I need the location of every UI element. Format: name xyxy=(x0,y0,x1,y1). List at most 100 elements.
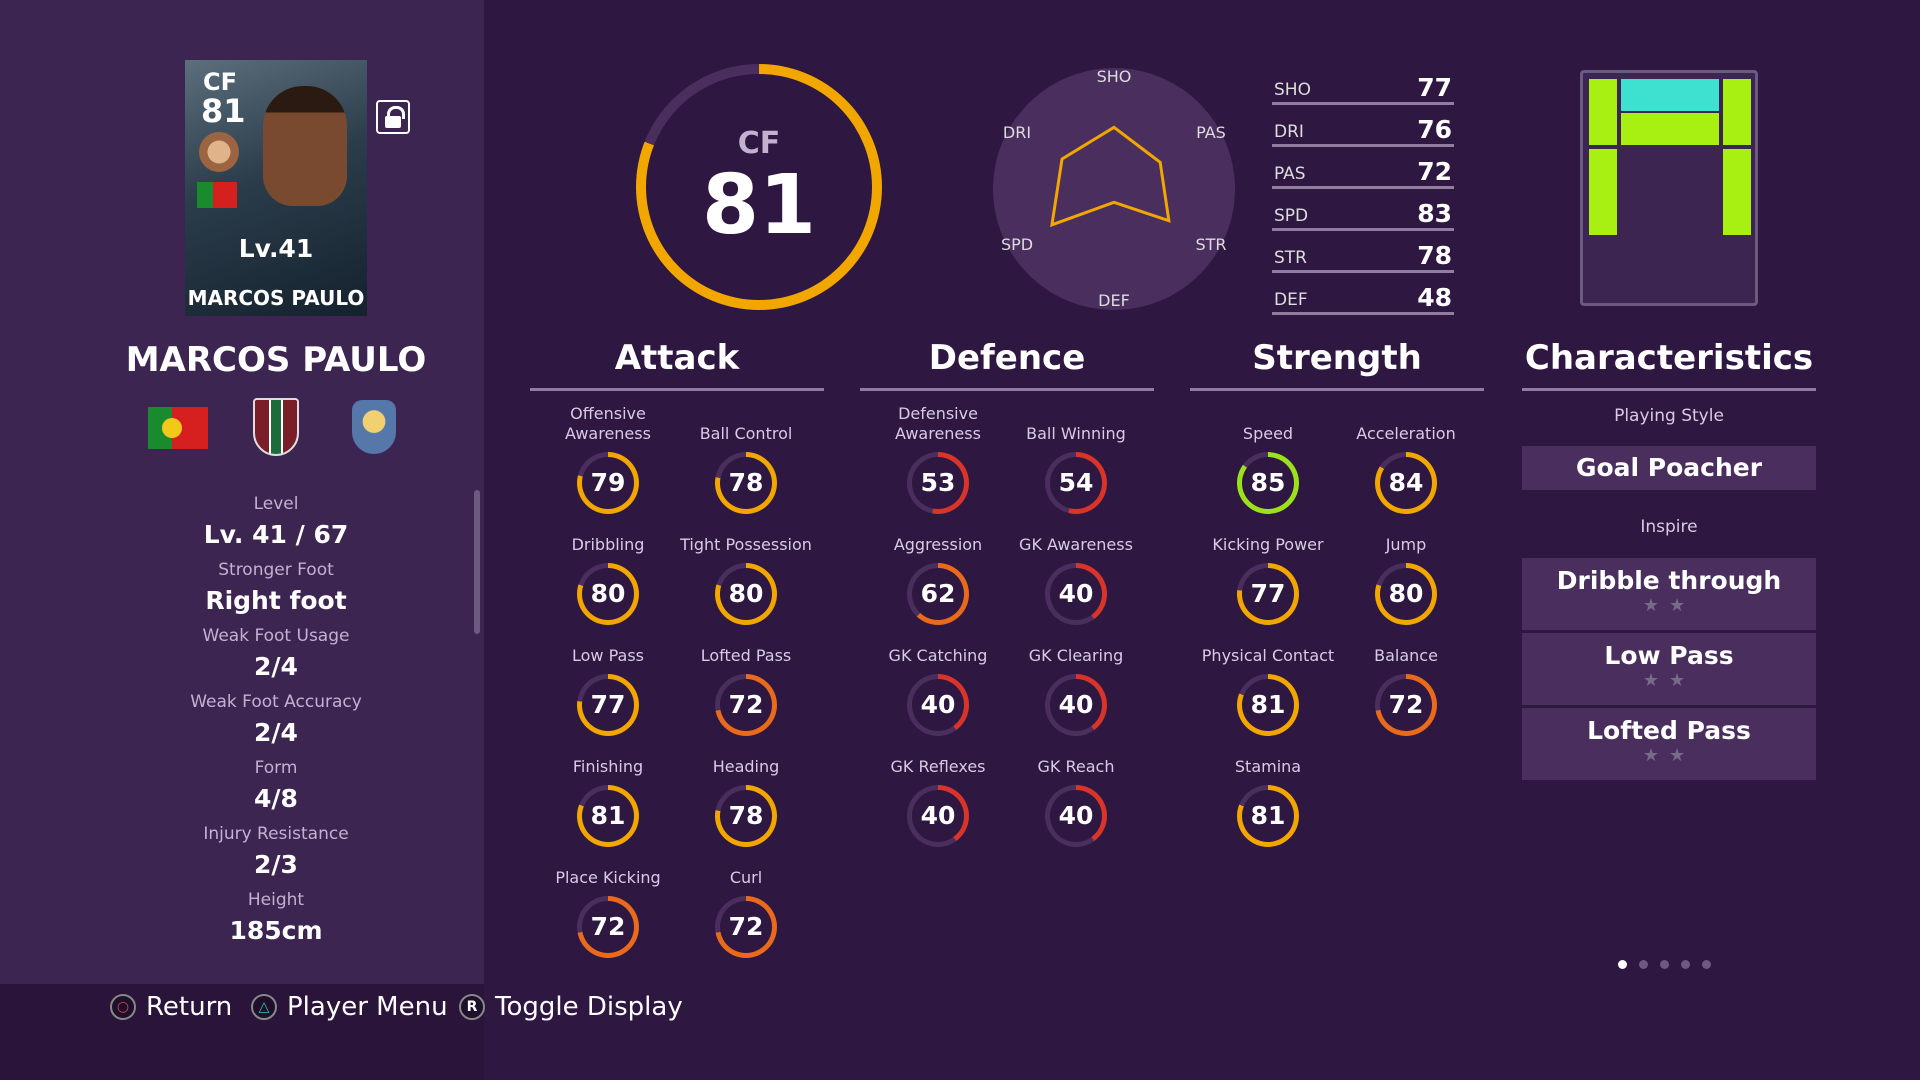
stat-gauge: 81 xyxy=(577,785,639,847)
stat-label: Place Kicking xyxy=(555,868,661,887)
stat-label: Offensive Awareness xyxy=(565,404,651,443)
stat-lofted-pass[interactable]: Lofted Pass 72 xyxy=(677,622,815,736)
inspire-item[interactable]: Lofted Pass ★★ xyxy=(1522,708,1816,780)
stat-aggression[interactable]: Aggression 62 xyxy=(869,511,1007,625)
stat-gauge: 81 xyxy=(1237,785,1299,847)
stat-ball-control[interactable]: Ball Control 78 xyxy=(677,400,815,514)
lock-icon[interactable] xyxy=(376,100,410,134)
stat-gauge: 53 xyxy=(907,452,969,514)
stat-value: 62 xyxy=(920,579,956,608)
stat-value: 40 xyxy=(920,801,956,830)
info-value: 2/3 xyxy=(254,850,298,879)
stat-label: Aggression xyxy=(893,535,983,554)
radar-polygon xyxy=(1050,125,1171,228)
info-item: Height 185cm xyxy=(0,890,552,956)
stat-low-pass[interactable]: Low Pass 77 xyxy=(539,622,677,736)
stat-gauge: 80 xyxy=(1375,563,1437,625)
stat-label: Dribbling xyxy=(571,535,645,554)
league-emblem-icon xyxy=(352,400,396,454)
stat-heading[interactable]: Heading 78 xyxy=(677,733,815,847)
summary-value: 48 xyxy=(1417,283,1452,312)
info-item: Stronger Foot Right foot xyxy=(0,560,552,626)
stat-kicking-power[interactable]: Kicking Power 77 xyxy=(1199,511,1337,625)
stat-physical-contact[interactable]: Physical Contact 81 xyxy=(1199,622,1337,736)
stat-stamina[interactable]: Stamina 81 xyxy=(1199,733,1337,847)
return-button[interactable]: ○ Return xyxy=(110,990,232,1024)
info-value: Right foot xyxy=(205,586,347,615)
attack-title: Attack xyxy=(530,338,824,391)
summary-key: SHO xyxy=(1274,80,1311,100)
stat-label: GK Reflexes xyxy=(890,757,986,776)
playing-style-box[interactable]: Goal Poacher xyxy=(1522,446,1816,490)
page-dot[interactable] xyxy=(1702,960,1711,969)
stat-dribbling[interactable]: Dribbling 80 xyxy=(539,511,677,625)
page-dot[interactable] xyxy=(1639,960,1648,969)
stat-gk-reach[interactable]: GK Reach 40 xyxy=(1007,733,1145,847)
stat-ball-winning[interactable]: Ball Winning 54 xyxy=(1007,400,1145,514)
stat-value: 40 xyxy=(920,690,956,719)
stat-gauge: 72 xyxy=(577,896,639,958)
pitch-zone-cf xyxy=(1621,79,1719,111)
stat-tight-possession[interactable]: Tight Possession 80 xyxy=(677,511,815,625)
summary-value: 83 xyxy=(1417,199,1452,228)
summary-key: SPD xyxy=(1274,206,1309,226)
stat-value: 72 xyxy=(728,912,764,941)
page-indicator xyxy=(1618,960,1711,969)
radar-label-spd: SPD xyxy=(1000,235,1034,254)
stat-gauge: 85 xyxy=(1237,452,1299,514)
stat-speed[interactable]: Speed 85 xyxy=(1199,400,1337,514)
inspire-item[interactable]: Low Pass ★★ xyxy=(1522,633,1816,705)
stat-gauge: 40 xyxy=(1045,563,1107,625)
pitch-zone-lmf xyxy=(1589,149,1617,235)
stat-gauge: 84 xyxy=(1375,452,1437,514)
card-player-name: MARCOS PAULO xyxy=(187,286,365,310)
stat-gk-clearing[interactable]: GK Clearing 40 xyxy=(1007,622,1145,736)
summary-row-dri: DRI 76 xyxy=(1272,104,1454,147)
stat-gauge: 54 xyxy=(1045,452,1107,514)
stat-curl[interactable]: Curl 72 xyxy=(677,844,815,958)
star-icon: ★★ xyxy=(1642,745,1696,766)
stat-place-kicking[interactable]: Place Kicking 72 xyxy=(539,844,677,958)
stat-value: 77 xyxy=(1250,579,1286,608)
stat-gk-reflexes[interactable]: GK Reflexes 40 xyxy=(869,733,1007,847)
info-label: Weak Foot Usage xyxy=(202,626,350,646)
stat-jump[interactable]: Jump 80 xyxy=(1337,511,1475,625)
ability-radar-chart xyxy=(1050,125,1171,228)
stat-value: 81 xyxy=(590,801,626,830)
info-value: 4/8 xyxy=(254,784,298,813)
radar-label-dri: DRI xyxy=(1002,123,1032,142)
stat-label: GK Clearing xyxy=(1028,646,1124,665)
radar-label-str: STR xyxy=(1195,235,1227,254)
stat-balance[interactable]: Balance 72 xyxy=(1337,622,1475,736)
info-item: Form 4/8 xyxy=(0,758,552,824)
page-dot[interactable] xyxy=(1618,960,1627,969)
player-menu-button[interactable]: △ Player Menu xyxy=(251,990,448,1024)
card-nationality-flag-icon xyxy=(197,182,237,208)
inspire-label: Inspire xyxy=(1640,517,1698,537)
stat-finishing[interactable]: Finishing 81 xyxy=(539,733,677,847)
info-label: Level xyxy=(253,494,299,514)
summary-value: 72 xyxy=(1417,157,1452,186)
stat-offensive-awareness[interactable]: Offensive Awareness 79 xyxy=(539,400,677,514)
stat-value: 40 xyxy=(1058,690,1094,719)
page-dot[interactable] xyxy=(1660,960,1669,969)
radar-label-sho: SHO xyxy=(1096,67,1132,86)
stat-value: 72 xyxy=(590,912,626,941)
summary-key: STR xyxy=(1274,248,1307,268)
stat-acceleration[interactable]: Acceleration 84 xyxy=(1337,400,1475,514)
overall-rating-ring xyxy=(636,64,882,310)
stat-value: 81 xyxy=(1250,801,1286,830)
player-card[interactable]: CF 81 Lv.41 MARCOS PAULO xyxy=(185,60,367,316)
stat-label: Physical Contact xyxy=(1201,646,1335,665)
stat-gauge: 79 xyxy=(577,452,639,514)
stat-label: Acceleration xyxy=(1356,424,1456,443)
stat-gk-awareness[interactable]: GK Awareness 40 xyxy=(1007,511,1145,625)
info-scrollbar[interactable] xyxy=(474,490,480,634)
stat-defensive-awareness[interactable]: Defensive Awareness 53 xyxy=(869,400,1007,514)
stat-gauge: 80 xyxy=(577,563,639,625)
stat-value: 80 xyxy=(590,579,626,608)
stat-gk-catching[interactable]: GK Catching 40 xyxy=(869,622,1007,736)
page-dot[interactable] xyxy=(1681,960,1690,969)
toggle-display-button[interactable]: R Toggle Display xyxy=(459,990,683,1024)
inspire-item[interactable]: Dribble through ★★ xyxy=(1522,558,1816,630)
